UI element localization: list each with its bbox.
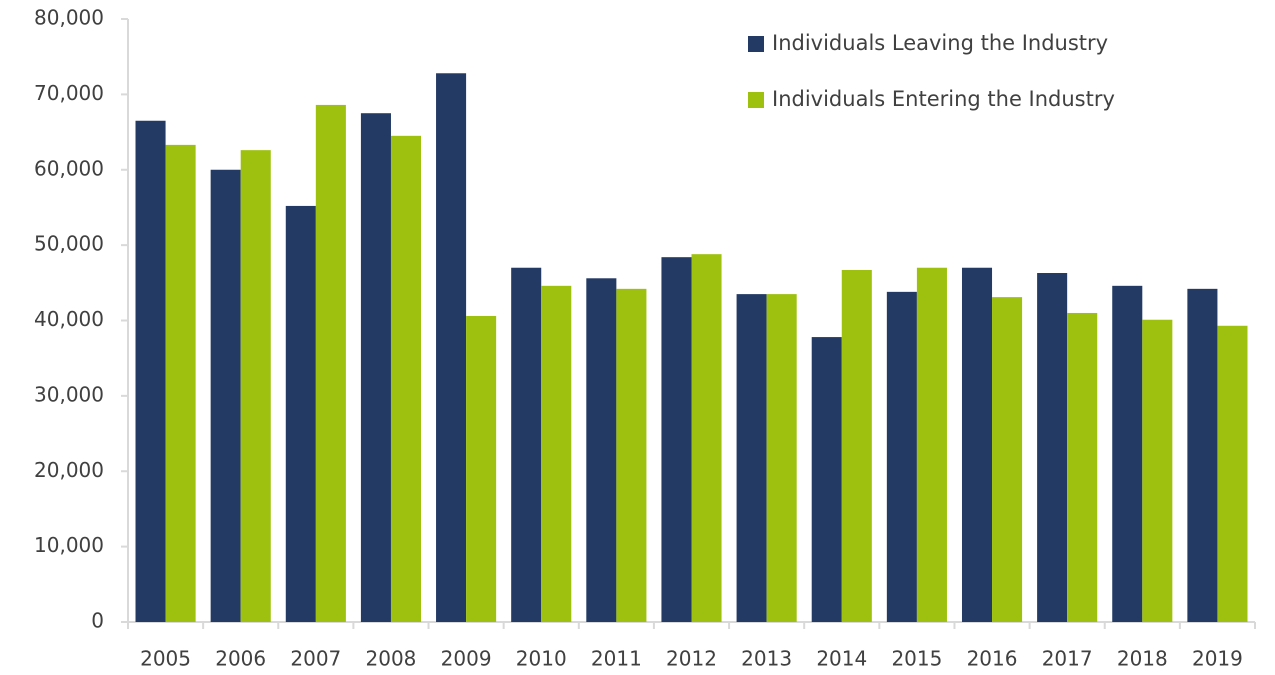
x-tick-label: 2012 — [666, 647, 717, 671]
bar — [961, 267, 993, 622]
y-tick-label: 40,000 — [34, 307, 104, 331]
bar — [1067, 312, 1098, 622]
bar — [916, 267, 947, 622]
bar — [135, 120, 166, 622]
bar — [1217, 325, 1248, 622]
legend-label: Individuals Entering the Industry — [772, 87, 1115, 111]
bar — [360, 113, 391, 622]
y-tick-label: 70,000 — [34, 81, 104, 105]
y-tick-label: 80,000 — [34, 6, 104, 30]
bar — [285, 205, 316, 622]
legend-swatch — [748, 36, 764, 52]
bar — [210, 169, 241, 622]
x-tick-label: 2016 — [967, 647, 1018, 671]
bar — [811, 337, 842, 622]
bar — [315, 104, 346, 623]
bar — [390, 135, 422, 623]
bar — [586, 278, 617, 622]
x-tick-label: 2013 — [741, 647, 792, 671]
bar — [165, 144, 196, 622]
legend-label: Individuals Leaving the Industry — [772, 31, 1108, 55]
bar — [736, 294, 767, 622]
x-tick-label: 2017 — [1042, 647, 1093, 671]
bar — [1142, 319, 1173, 622]
bar — [661, 257, 692, 622]
bar — [886, 291, 917, 622]
x-tick-label: 2008 — [366, 647, 417, 671]
x-tick-label: 2015 — [891, 647, 942, 671]
bar — [240, 150, 271, 622]
legend-swatch — [748, 92, 764, 108]
x-tick-label: 2005 — [140, 647, 191, 671]
x-tick-label: 2006 — [215, 647, 266, 671]
bar — [1037, 273, 1068, 622]
bar — [1187, 288, 1218, 622]
x-tick-label: 2010 — [516, 647, 567, 671]
x-tick-label: 2009 — [441, 647, 492, 671]
bar — [691, 254, 722, 623]
legend: Individuals Leaving the Industry Individu… — [748, 31, 1115, 111]
bar — [1112, 285, 1143, 622]
y-tick-label: 10,000 — [34, 533, 104, 557]
bar — [541, 285, 572, 622]
bar — [616, 288, 647, 622]
bar — [511, 267, 542, 622]
bar — [766, 294, 797, 622]
bar — [436, 73, 467, 622]
bar — [466, 315, 497, 622]
x-tick-label: 2011 — [591, 647, 642, 671]
y-tick-label: 0 — [91, 609, 104, 633]
y-tick-label: 20,000 — [34, 458, 104, 482]
y-tick-label: 60,000 — [34, 156, 104, 180]
bar — [841, 269, 872, 622]
y-tick-label: 50,000 — [34, 232, 104, 256]
bar — [992, 297, 1023, 622]
x-tick-label: 2014 — [816, 647, 867, 671]
x-tick-label: 2018 — [1117, 647, 1168, 671]
y-tick-label: 30,000 — [34, 382, 104, 406]
x-tick-label: 2019 — [1192, 647, 1243, 671]
x-tick-label: 2007 — [290, 647, 341, 671]
